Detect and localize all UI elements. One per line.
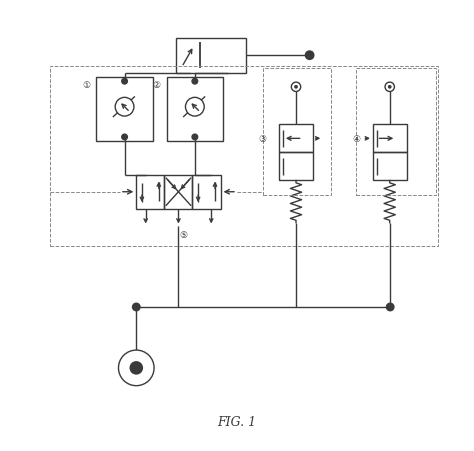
Circle shape <box>192 135 198 140</box>
Text: ②: ② <box>152 81 161 90</box>
Circle shape <box>292 83 301 92</box>
Circle shape <box>122 135 128 140</box>
Bar <box>373 125 407 153</box>
Bar <box>167 78 223 141</box>
Bar <box>97 78 153 141</box>
Circle shape <box>115 98 134 117</box>
Bar <box>192 175 220 209</box>
Circle shape <box>118 350 154 386</box>
Text: ④: ④ <box>352 134 361 143</box>
Circle shape <box>130 362 142 374</box>
Text: FIG. 1: FIG. 1 <box>218 415 256 428</box>
Circle shape <box>295 87 297 89</box>
Text: ⑤: ⑤ <box>179 230 187 239</box>
Circle shape <box>389 87 391 89</box>
Circle shape <box>385 83 394 92</box>
Bar <box>279 125 313 153</box>
Bar <box>137 175 164 209</box>
Bar <box>356 69 436 195</box>
Bar <box>50 67 438 247</box>
Text: ①: ① <box>82 81 90 90</box>
Bar <box>164 175 192 209</box>
Circle shape <box>122 79 128 85</box>
Circle shape <box>185 98 204 117</box>
Bar <box>373 153 407 181</box>
Bar <box>263 69 331 195</box>
Circle shape <box>133 304 140 311</box>
Circle shape <box>305 52 314 60</box>
Bar <box>279 153 313 181</box>
Text: ③: ③ <box>259 134 267 143</box>
Circle shape <box>192 79 198 85</box>
Bar <box>176 38 246 74</box>
Circle shape <box>386 304 394 311</box>
